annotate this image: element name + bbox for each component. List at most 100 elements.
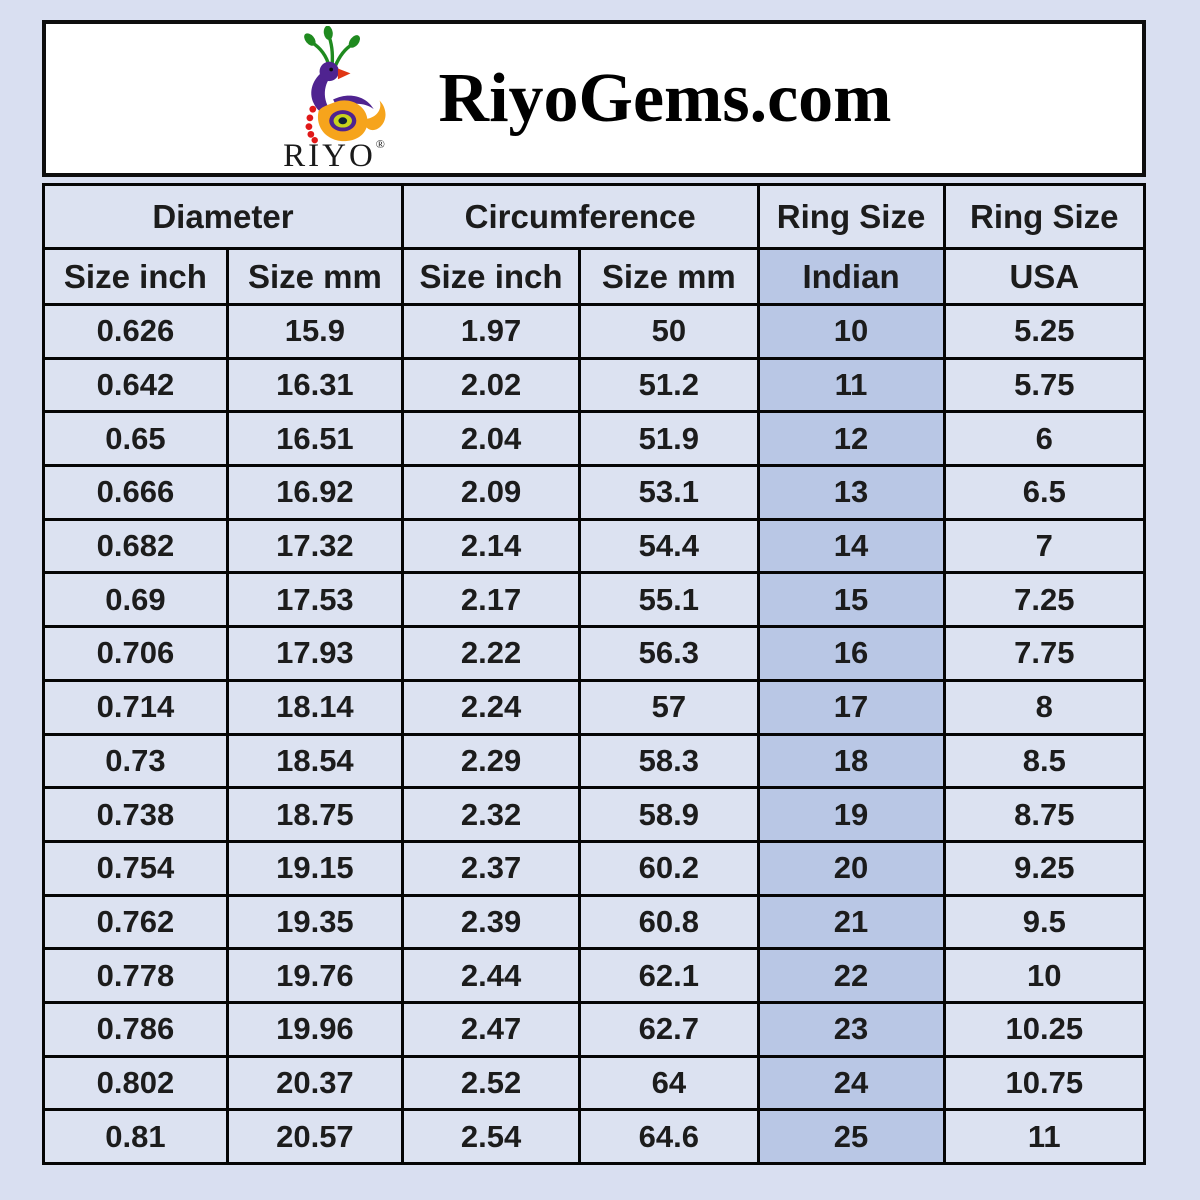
table-cell: 11 — [942, 1108, 1147, 1165]
table-cell: 21 — [756, 893, 946, 951]
header-diameter: Diameter — [42, 183, 404, 250]
subheader-usa: USA — [942, 247, 1147, 306]
table-cell: 64.6 — [578, 1108, 760, 1165]
table-cell: 8.5 — [942, 732, 1147, 790]
table-cell: 51.9 — [578, 410, 760, 468]
table-cell: 2.54 — [400, 1108, 582, 1165]
ring-size-table: Diameter Circumference Ring Size Ring Si… — [42, 183, 1147, 1165]
table-cell: 15 — [756, 571, 946, 629]
table-cell: 0.778 — [42, 947, 229, 1004]
table-cell: 0.81 — [42, 1108, 229, 1165]
table-cell: 17 — [756, 678, 946, 736]
table-cell: 7.25 — [942, 571, 1147, 629]
table-cell: 60.8 — [578, 893, 760, 951]
table-row: 0.626 15.9 1.97 50 10 5.25 — [42, 303, 1147, 360]
table-cell: 8 — [942, 678, 1147, 736]
table-cell: 0.666 — [42, 464, 229, 521]
table-cell: 16.51 — [225, 410, 404, 468]
table-row: 0.642 16.31 2.02 51.2 11 5.75 — [42, 356, 1147, 414]
table-cell: 9.25 — [942, 839, 1147, 897]
table-cell: 2.44 — [400, 947, 582, 1004]
table-cell: 15.9 — [225, 303, 404, 360]
table-cell: 2.17 — [400, 571, 582, 629]
peacock-logo-icon — [303, 26, 386, 144]
subheader-circumference-inch: Size inch — [400, 247, 582, 306]
table-cell: 5.25 — [942, 303, 1147, 360]
table-cell: 0.642 — [42, 356, 229, 414]
registered-mark: ® — [375, 137, 388, 151]
table-cell: 19.15 — [225, 839, 404, 897]
table-cell: 23 — [756, 1000, 946, 1058]
table-cell: 8.75 — [942, 786, 1147, 843]
table-cell: 0.65 — [42, 410, 229, 468]
ring-table-body: 0.626 15.9 1.97 50 10 5.25 0.642 16.31 2.02 51.2 1… — [42, 303, 1147, 1165]
table-cell: 0.762 — [42, 893, 229, 951]
table-row: 0.786 19.96 2.47 62.7 23 10.25 — [42, 1000, 1147, 1058]
table-cell: 12 — [756, 410, 946, 468]
table-cell: 0.626 — [42, 303, 229, 360]
table-cell: 14 — [756, 517, 946, 575]
table-group-header-row: Diameter Circumference Ring Size Ring Si… — [42, 183, 1147, 250]
table-cell: 19.96 — [225, 1000, 404, 1058]
table-cell: 0.738 — [42, 786, 229, 843]
subheader-indian: Indian — [756, 247, 946, 306]
site-title: RiyoGems.com — [438, 59, 892, 137]
table-cell: 19 — [756, 786, 946, 843]
table-cell: 0.786 — [42, 1000, 229, 1058]
subheader-circumference-mm: Size mm — [578, 247, 760, 306]
table-cell: 50 — [578, 303, 760, 360]
riyo-logo: RIYO ® — [261, 26, 411, 173]
table-cell: 2.22 — [400, 625, 582, 682]
table-cell: 10.25 — [942, 1000, 1147, 1058]
header-circumference: Circumference — [400, 183, 760, 250]
table-cell: 2.47 — [400, 1000, 582, 1058]
table-cell: 58.9 — [578, 786, 760, 843]
table-cell: 24 — [756, 1054, 946, 1112]
table-cell: 60.2 — [578, 839, 760, 897]
table-cell: 11 — [756, 356, 946, 414]
table-row: 0.682 17.32 2.14 54.4 14 7 — [42, 517, 1147, 575]
table-row: 0.714 18.14 2.24 57 17 8 — [42, 678, 1147, 736]
table-cell: 6.5 — [942, 464, 1147, 521]
table-cell: 18.14 — [225, 678, 404, 736]
table-row: 0.666 16.92 2.09 53.1 13 6.5 — [42, 464, 1147, 521]
table-row: 0.73 18.54 2.29 58.3 18 8.5 — [42, 732, 1147, 790]
table-row: 0.69 17.53 2.17 55.1 15 7.25 — [42, 571, 1147, 629]
table-cell: 16 — [756, 625, 946, 682]
table-cell: 2.24 — [400, 678, 582, 736]
header-ring-size-indian: Ring Size — [756, 183, 946, 250]
table-cell: 25 — [756, 1108, 946, 1165]
table-cell: 51.2 — [578, 356, 760, 414]
table-cell: 2.39 — [400, 893, 582, 951]
table-cell: 62.1 — [578, 947, 760, 1004]
table-cell: 19.35 — [225, 893, 404, 951]
table-cell: 0.754 — [42, 839, 229, 897]
logo-text: RIYO — [283, 138, 376, 174]
table-cell: 2.32 — [400, 786, 582, 843]
table-cell: 0.69 — [42, 571, 229, 629]
table-cell: 0.714 — [42, 678, 229, 736]
table-row: 0.778 19.76 2.44 62.1 22 10 — [42, 947, 1147, 1004]
table-cell: 2.02 — [400, 356, 582, 414]
table-cell: 17.53 — [225, 571, 404, 629]
table-cell: 18.54 — [225, 732, 404, 790]
subheader-diameter-inch: Size inch — [42, 247, 229, 306]
table-cell: 7 — [942, 517, 1147, 575]
table-cell: 0.706 — [42, 625, 229, 682]
table-cell: 2.29 — [400, 732, 582, 790]
table-cell: 2.14 — [400, 517, 582, 575]
table-cell: 17.93 — [225, 625, 404, 682]
table-cell: 22 — [756, 947, 946, 1004]
table-row: 0.738 18.75 2.32 58.9 19 8.75 — [42, 786, 1147, 843]
table-cell: 2.09 — [400, 464, 582, 521]
table-cell: 10 — [942, 947, 1147, 1004]
table-cell: 20 — [756, 839, 946, 897]
table-cell: 1.97 — [400, 303, 582, 360]
table-cell: 13 — [756, 464, 946, 521]
table-cell: 2.37 — [400, 839, 582, 897]
table-row: 0.802 20.37 2.52 64 24 10.75 — [42, 1054, 1147, 1112]
subheader-diameter-mm: Size mm — [225, 247, 404, 306]
table-cell: 18 — [756, 732, 946, 790]
table-cell: 19.76 — [225, 947, 404, 1004]
